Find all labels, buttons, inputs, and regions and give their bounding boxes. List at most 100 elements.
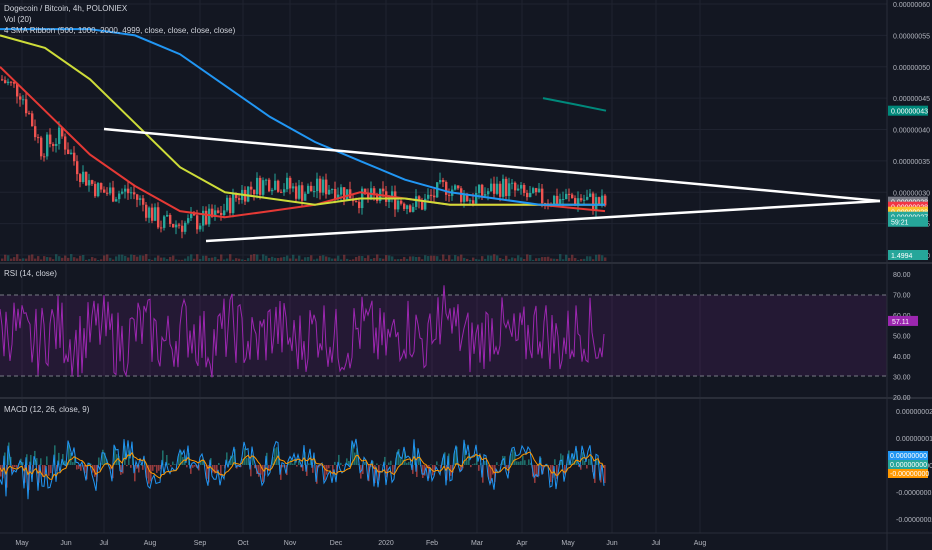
macd-label[interactable]: MACD (12, 26, close, 9): [4, 405, 90, 414]
price-tick-label: 0.00000030: [893, 190, 930, 197]
volume-bar: [502, 259, 505, 261]
triangle-upper-line[interactable]: [103, 127, 881, 203]
candle-body: [313, 191, 316, 193]
macd-hist-bar: [290, 459, 292, 465]
volume-bar: [583, 258, 586, 261]
candle-body: [499, 183, 502, 197]
volume-bar: [190, 254, 193, 261]
volume-bar: [208, 257, 211, 261]
candle-body: [52, 144, 55, 146]
volume-bars: [1, 254, 607, 261]
volume-bar: [298, 255, 301, 261]
symbol-title[interactable]: Dogecoin / Bitcoin, 4h, POLONIEX: [4, 4, 128, 13]
candle-body: [388, 197, 391, 202]
macd-hist-bar: [392, 465, 394, 474]
candle-body: [19, 96, 22, 100]
macd-axis[interactable]: 0.00000002 0.00000001 0.00000000 -0.0000000…: [888, 409, 932, 524]
candle-body: [553, 195, 556, 205]
macd-hist-bar: [90, 463, 92, 465]
sma-ribbon-label[interactable]: 4 SMA Ribbon (500, 1000, 2000, 4999, clo…: [4, 26, 236, 35]
rsi-pane: [0, 285, 887, 378]
volume-bar: [409, 256, 412, 261]
volume-bar: [313, 259, 316, 261]
macd-hist-bar: [514, 451, 516, 465]
macd-hist-bar: [58, 452, 60, 465]
macd-hist-bar: [76, 465, 78, 470]
macd-hist-bar: [66, 462, 68, 465]
volume-bar: [34, 258, 37, 261]
candle-body: [124, 188, 127, 192]
macd-hist-bar: [218, 462, 220, 465]
macd-hist-bar: [216, 465, 218, 472]
volume-bar: [148, 258, 151, 261]
volume-bar: [97, 259, 100, 261]
candle-body: [298, 185, 301, 199]
macd-hist-bar: [334, 461, 336, 465]
volume-bar: [568, 257, 571, 261]
macd-hist-bar: [466, 460, 468, 465]
volume-bar: [466, 258, 469, 261]
candle-body: [175, 224, 178, 228]
time-tick-label: Jul: [100, 540, 109, 547]
volume-bar: [127, 257, 130, 261]
volume-bar: [169, 256, 172, 261]
macd-hist-bar: [194, 465, 196, 467]
candle-body: [151, 207, 154, 221]
macd-hist-bar: [186, 465, 188, 468]
macd-hist-bar: [356, 448, 358, 465]
macd-hist-bar: [122, 465, 124, 474]
macd-hist-bar: [416, 465, 418, 477]
volume-bar: [187, 256, 190, 261]
macd-hist-bar: [42, 465, 44, 477]
macd-badge: [888, 460, 928, 469]
rsi-badge-label: 57.11: [892, 319, 909, 326]
volume-bar: [76, 258, 79, 261]
candle-body: [148, 207, 151, 218]
candlestick-series[interactable]: [1, 75, 607, 239]
candle-body: [103, 189, 106, 193]
macd-hist-bar: [0, 465, 2, 477]
triangle-lower-line[interactable]: [205, 199, 881, 243]
time-tick-label: 2020: [378, 540, 394, 547]
volume-bar: [100, 259, 103, 261]
candle-body: [541, 188, 544, 204]
macd-hist-bar: [44, 465, 46, 475]
vol-indicator-label[interactable]: Vol (20): [4, 15, 32, 24]
macd-hist-bar: [342, 465, 344, 467]
candle-body: [193, 214, 196, 216]
rsi-label[interactable]: RSI (14, close): [4, 269, 57, 278]
macd-hist-bar: [258, 465, 260, 477]
candle-body: [439, 180, 442, 183]
candle-body: [136, 194, 139, 200]
candle-body: [55, 143, 58, 146]
candle-body: [304, 193, 307, 201]
time-axis[interactable]: May Jun Jul Aug Sep Oct Nov Dec 2020 Feb Mar Apr May…: [15, 540, 706, 547]
volume-bar: [55, 254, 58, 261]
candle-body: [292, 186, 295, 189]
macd-line: [0, 438, 605, 500]
candle-body: [394, 191, 397, 210]
price-badge: [888, 206, 928, 217]
macd-hist-bar: [98, 457, 100, 465]
macd-hist-bar: [496, 462, 498, 465]
candle-body: [586, 196, 589, 200]
candle-body: [343, 187, 346, 200]
macd-hist-bar: [386, 465, 388, 478]
macd-badge: [888, 469, 928, 478]
candle-body: [391, 191, 394, 198]
triangle-pattern-drawing[interactable]: [103, 127, 881, 243]
macd-hist-bar: [268, 465, 270, 472]
macd-hist-bar: [166, 455, 168, 465]
volume-bar: [481, 256, 484, 261]
macd-hist-bar: [320, 465, 322, 466]
price-badge: [888, 196, 928, 207]
candle-body: [181, 225, 184, 232]
volume-bar: [472, 257, 475, 261]
macd-hist-bar: [558, 464, 560, 465]
candle-body: [490, 183, 493, 192]
macd-hist-bar: [276, 447, 278, 465]
volume-bar: [550, 258, 553, 261]
volume-bar: [535, 258, 538, 261]
